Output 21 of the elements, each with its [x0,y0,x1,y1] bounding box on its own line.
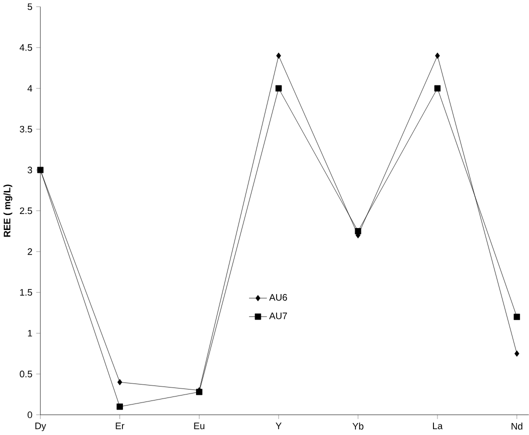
y-tick-label: 3 [28,166,32,174]
x-tick-label: Y [276,422,282,430]
y-tick-label: 1 [28,330,32,337]
y-tick-label: 0 [28,412,32,418]
legend-label: AU6 [269,294,288,301]
y-tick-label: 4 [27,85,32,92]
y-tick-label: 4.5 [20,44,32,52]
x-tick-label: Eu [194,422,204,430]
y-tick-label: 1.5 [20,289,32,296]
y-tick-label: 0.5 [20,370,32,378]
legend-label: AU7 [269,312,287,320]
x-tick-label: Yb [352,422,364,430]
y-tick-label: 5 [28,4,32,10]
x-tick-label: La [433,422,443,430]
y-tick-label: 2.5 [20,208,32,214]
y-axis-title: REE ( mg/L) [3,184,12,237]
y-tick-label: 2 [28,248,32,256]
y-tick-label: 3.5 [20,126,32,133]
x-tick-label: Nd [512,422,522,430]
x-tick-label: Dy [35,422,46,432]
x-tick-label: Er [116,422,124,430]
